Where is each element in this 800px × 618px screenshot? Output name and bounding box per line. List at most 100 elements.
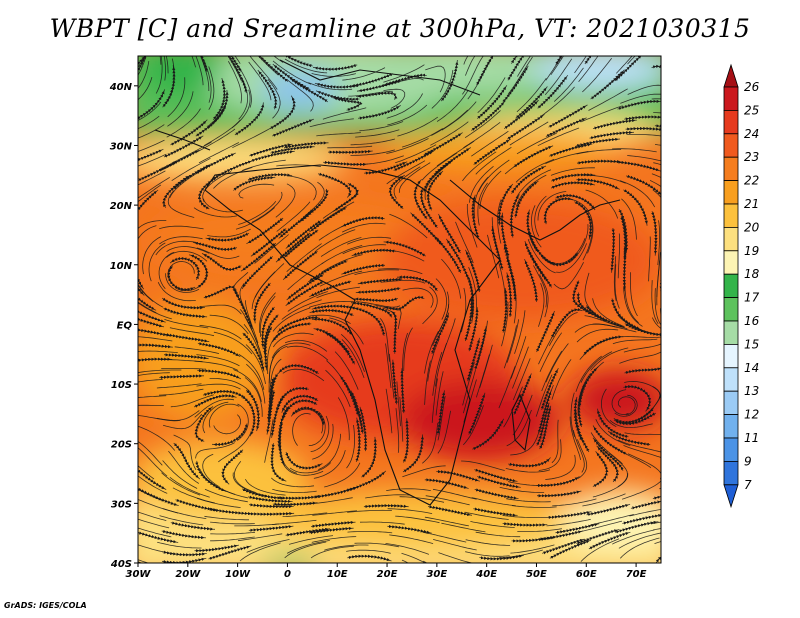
streamline xyxy=(312,63,358,71)
streamline xyxy=(246,363,266,404)
credit-text: GrADS: IGES/COLA xyxy=(4,601,87,610)
streamline xyxy=(625,126,661,132)
streamline xyxy=(138,378,163,383)
streamline xyxy=(396,381,401,427)
colorbar-swatch xyxy=(723,367,739,392)
streamline xyxy=(491,226,504,270)
streamline xyxy=(202,389,246,400)
streamline xyxy=(193,207,238,218)
streamline xyxy=(281,299,322,320)
streamline xyxy=(424,478,469,489)
streamline xyxy=(194,406,214,443)
lat-label: 20N xyxy=(110,201,133,212)
streamline xyxy=(391,359,399,405)
streamline xyxy=(138,395,167,398)
colorbar-swatch xyxy=(723,297,739,322)
streamline xyxy=(288,535,334,545)
streamline xyxy=(574,323,618,333)
colorbar-swatch xyxy=(723,273,739,299)
streamline xyxy=(502,515,548,518)
streamline xyxy=(342,244,387,255)
streamline xyxy=(623,385,652,412)
streamline xyxy=(168,450,200,484)
streamline xyxy=(165,273,200,293)
streamline xyxy=(401,128,443,148)
streamline xyxy=(648,236,651,282)
streamline xyxy=(579,337,618,360)
streamline xyxy=(161,472,201,496)
streamline xyxy=(383,88,406,109)
streamline xyxy=(138,101,162,121)
streamline xyxy=(241,395,256,437)
streamline xyxy=(664,325,673,330)
streamline xyxy=(308,411,326,446)
colorbar-label: 15 xyxy=(744,337,759,351)
colorbar-bottom-arrow xyxy=(723,484,739,509)
streamline xyxy=(347,531,393,534)
streamline xyxy=(651,280,659,325)
streamline xyxy=(162,460,198,489)
streamline xyxy=(441,258,461,299)
streamline xyxy=(430,312,450,355)
streamline xyxy=(402,434,424,473)
streamline xyxy=(233,176,276,191)
streamline xyxy=(138,56,146,68)
streamline xyxy=(400,368,406,414)
streamline xyxy=(138,89,166,121)
streamline xyxy=(138,404,164,406)
streamline xyxy=(657,220,660,266)
streamline xyxy=(173,442,201,480)
streamline xyxy=(379,318,390,362)
streamline xyxy=(397,116,439,137)
streamline xyxy=(402,287,434,308)
streamline xyxy=(395,408,400,453)
streamline xyxy=(663,299,673,329)
streamline xyxy=(318,433,341,470)
streamline xyxy=(386,488,431,491)
streamline xyxy=(138,115,160,130)
streamline xyxy=(250,150,295,163)
streamline xyxy=(347,236,392,245)
coastlines xyxy=(154,59,621,506)
streamline xyxy=(138,561,143,563)
streamline xyxy=(621,480,661,500)
streamline xyxy=(569,416,581,460)
streamline xyxy=(422,422,439,464)
streamline xyxy=(239,542,281,562)
streamline xyxy=(310,415,330,452)
streamline xyxy=(313,450,346,479)
streamline xyxy=(665,198,674,241)
streamline xyxy=(203,285,240,300)
streamline xyxy=(630,498,661,510)
streamline xyxy=(232,126,273,149)
streamline xyxy=(425,495,470,506)
colorbar-label: 18 xyxy=(744,267,760,281)
streamline xyxy=(524,258,539,302)
streamline xyxy=(402,465,446,478)
lon-label: 60E xyxy=(576,569,597,580)
streamline xyxy=(664,516,709,518)
streamline xyxy=(474,488,519,500)
lat-label: EQ xyxy=(117,320,133,331)
streamline xyxy=(651,211,658,256)
streamline xyxy=(311,304,357,310)
streamline xyxy=(506,498,551,503)
streamline xyxy=(138,327,172,337)
lon-label: 20E xyxy=(377,569,398,580)
streamline xyxy=(513,278,517,324)
streamline xyxy=(138,440,163,466)
streamline xyxy=(195,56,204,86)
colorbar-label: 26 xyxy=(744,80,760,94)
streamline xyxy=(313,486,358,499)
streamline xyxy=(424,516,469,527)
streamline xyxy=(390,310,398,354)
colorbar-swatch xyxy=(723,203,739,228)
streamline xyxy=(585,189,619,219)
streamline xyxy=(324,462,361,488)
streamline xyxy=(501,288,508,333)
streamline xyxy=(213,167,253,189)
lon-label: 30W xyxy=(126,569,152,580)
streamline xyxy=(156,383,202,389)
streamline xyxy=(353,307,386,336)
